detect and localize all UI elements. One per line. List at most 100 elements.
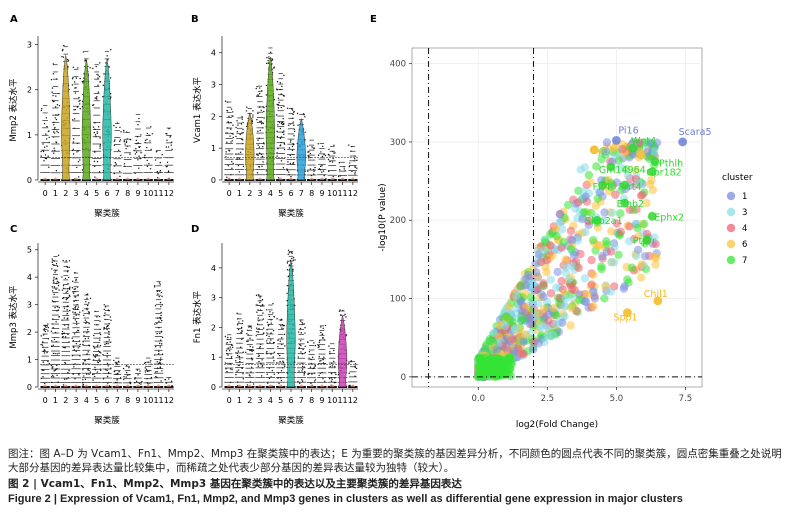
x-tick-label: 2 bbox=[63, 189, 68, 198]
cell-point bbox=[171, 385, 173, 387]
violin-category-10 bbox=[143, 126, 154, 181]
cell-point bbox=[232, 124, 234, 126]
cell-point bbox=[321, 371, 323, 374]
cell-point bbox=[47, 338, 50, 340]
x-axis-title: 聚类簇 bbox=[94, 415, 120, 426]
violin-body-small bbox=[166, 384, 172, 387]
cell-point bbox=[281, 122, 283, 124]
gene-point bbox=[610, 143, 619, 153]
cell-point bbox=[272, 329, 275, 332]
cell-point bbox=[96, 324, 98, 326]
gene-point bbox=[625, 237, 634, 246]
cell-point bbox=[145, 368, 148, 371]
cell-point bbox=[156, 361, 158, 363]
gene-point bbox=[646, 179, 655, 189]
cell-point bbox=[47, 130, 50, 133]
x-tick-label: 12 bbox=[348, 396, 358, 405]
cell-point bbox=[266, 57, 268, 59]
cell-point bbox=[129, 153, 131, 155]
cell-point bbox=[328, 154, 330, 156]
cell-point bbox=[108, 333, 110, 336]
cell-point bbox=[76, 308, 79, 311]
violin-category-1 bbox=[50, 63, 61, 181]
cell-point bbox=[52, 344, 54, 346]
cell-point bbox=[329, 160, 331, 163]
cell-point bbox=[159, 283, 161, 285]
violin-category-11 bbox=[337, 161, 348, 181]
gene-point bbox=[492, 345, 501, 354]
cell-point bbox=[236, 381, 239, 383]
cell-point bbox=[94, 310, 96, 313]
cell-point bbox=[279, 127, 282, 130]
cell-point bbox=[240, 332, 242, 334]
gene-point bbox=[588, 235, 598, 245]
cell-point bbox=[246, 384, 249, 386]
gene-point bbox=[580, 207, 589, 217]
cell-point bbox=[86, 297, 88, 299]
x-axis-title: 聚类簇 bbox=[94, 208, 120, 219]
gene-point bbox=[546, 275, 556, 284]
cell-point bbox=[146, 381, 148, 384]
cell-point bbox=[82, 379, 84, 381]
cell-point bbox=[123, 376, 125, 378]
cell-point bbox=[269, 341, 271, 343]
cell-point bbox=[99, 337, 101, 339]
cell-point bbox=[86, 304, 89, 307]
gene-point bbox=[595, 188, 605, 197]
cell-point bbox=[45, 133, 47, 135]
cell-point bbox=[77, 306, 79, 308]
gene-point bbox=[534, 339, 543, 348]
cell-point bbox=[271, 59, 273, 61]
cell-point bbox=[109, 92, 112, 95]
cell-point bbox=[161, 154, 163, 156]
gene-point bbox=[647, 211, 657, 221]
cell-point bbox=[156, 370, 158, 373]
cell-point bbox=[114, 139, 116, 141]
cell-point bbox=[55, 341, 57, 343]
cell-point bbox=[260, 153, 263, 156]
violin-body bbox=[286, 259, 296, 388]
legend-swatch bbox=[726, 239, 736, 249]
cell-point bbox=[75, 77, 78, 79]
labeled-gene-slco2a1: Slco2a1 bbox=[585, 215, 623, 227]
cell-point bbox=[248, 374, 251, 376]
cell-point bbox=[50, 78, 53, 81]
cell-point bbox=[84, 60, 86, 62]
gene-point bbox=[592, 215, 602, 225]
cell-point bbox=[270, 322, 272, 324]
cell-point bbox=[355, 367, 358, 370]
cell-point bbox=[44, 325, 46, 327]
gene-point bbox=[580, 274, 590, 283]
cell-point bbox=[84, 338, 87, 340]
y-tick-label: 200 bbox=[390, 216, 406, 226]
y-tick-label: 400 bbox=[390, 60, 406, 70]
cell-point bbox=[242, 373, 244, 375]
gene-label: Flt4 bbox=[593, 182, 611, 193]
cell-point bbox=[266, 353, 268, 355]
cell-point bbox=[257, 355, 259, 357]
cell-point bbox=[271, 369, 274, 372]
cell-point bbox=[64, 361, 66, 364]
y-tick-label: 2 bbox=[27, 328, 32, 337]
cell-point bbox=[123, 163, 126, 165]
cell-point bbox=[266, 350, 268, 353]
cell-point bbox=[231, 369, 233, 371]
cell-point bbox=[54, 352, 56, 355]
cell-point bbox=[40, 343, 42, 346]
cell-point bbox=[314, 379, 317, 381]
cell-point bbox=[96, 361, 99, 363]
gene-point bbox=[650, 157, 660, 166]
cell-point bbox=[297, 356, 300, 358]
gene-point bbox=[633, 223, 642, 233]
cell-point bbox=[128, 367, 130, 369]
cell-point bbox=[88, 322, 90, 325]
gene-point bbox=[521, 330, 531, 339]
violin-category-2 bbox=[244, 325, 255, 388]
violin-category-0 bbox=[40, 323, 51, 388]
cell-point bbox=[266, 340, 268, 342]
x-tick-label: 6 bbox=[104, 396, 109, 405]
cell-point bbox=[155, 151, 158, 153]
gene-point bbox=[598, 251, 607, 261]
y-tick-label: 0 bbox=[211, 176, 216, 185]
cell-point bbox=[230, 337, 232, 339]
